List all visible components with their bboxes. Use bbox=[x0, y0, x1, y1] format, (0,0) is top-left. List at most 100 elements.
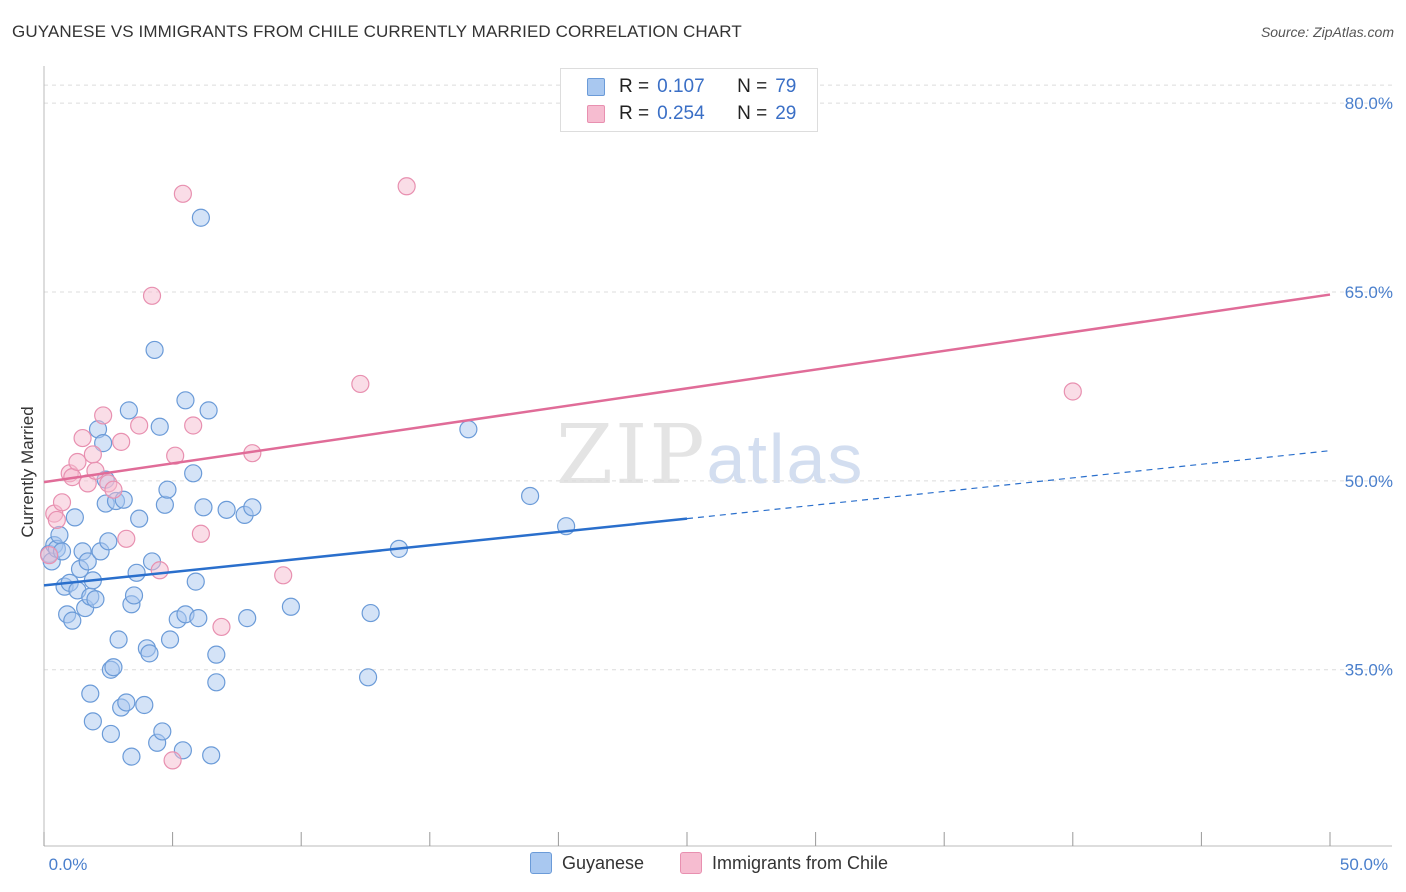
chile-point bbox=[130, 416, 149, 435]
chile-point bbox=[117, 529, 136, 548]
source-label: Source: ZipAtlas.com bbox=[1260, 24, 1394, 40]
chile-point bbox=[191, 524, 210, 543]
legend-swatch-pink bbox=[680, 852, 702, 874]
guyanese-point bbox=[281, 597, 301, 616]
chile-point bbox=[40, 546, 59, 565]
chile-point bbox=[212, 617, 231, 637]
guyanese-trend-line bbox=[43, 517, 688, 587]
guyanese-point bbox=[194, 498, 213, 517]
legend-r-value: 0.254 bbox=[657, 103, 705, 124]
guyanese-point bbox=[176, 391, 195, 410]
legend-n-value: 79 bbox=[775, 76, 797, 97]
legend-n-label: N = bbox=[737, 103, 768, 124]
guyanese-point bbox=[122, 747, 141, 766]
guyanese-point bbox=[145, 340, 164, 360]
legend-n-label: N = bbox=[737, 76, 768, 97]
y-axis-title: Currently Married bbox=[18, 406, 37, 537]
chile-point bbox=[397, 177, 416, 196]
chile-point bbox=[112, 432, 131, 451]
legend-row-chile: R = 0.254 N = 29 bbox=[587, 102, 796, 126]
guyanese-point bbox=[86, 590, 105, 609]
chile-point bbox=[73, 428, 92, 448]
guyanese-point bbox=[361, 603, 380, 623]
guyanese-point bbox=[153, 722, 172, 741]
guyanese-point bbox=[124, 586, 144, 605]
guyanese-point bbox=[127, 563, 146, 582]
x-tick-label: 0.0% bbox=[49, 855, 88, 874]
guyanese-point bbox=[130, 509, 149, 528]
guyanese-point bbox=[50, 525, 69, 545]
guyanese-point bbox=[202, 746, 221, 765]
watermark-logo: ZIPatlas bbox=[556, 408, 865, 503]
correlation-legend: R = 0.107 N = 79 R = 0.254 N = 29 bbox=[560, 68, 818, 132]
guyanese-point bbox=[186, 572, 205, 591]
trend-lines bbox=[43, 293, 1331, 587]
legend-swatch-blue bbox=[587, 78, 605, 96]
axes bbox=[43, 66, 1392, 847]
guyanese-point bbox=[78, 552, 97, 571]
guyanese-point bbox=[119, 401, 138, 420]
guyanese-point bbox=[189, 609, 208, 628]
guyanese-point bbox=[238, 609, 257, 628]
series-points bbox=[40, 177, 1082, 770]
guyanese-point bbox=[63, 611, 82, 630]
legend-r-label: R = bbox=[619, 76, 650, 97]
chile-point bbox=[163, 751, 182, 770]
guyanese-trend-extension bbox=[686, 450, 1331, 520]
guyanese-point bbox=[109, 630, 128, 649]
series-legend: Guyanese Immigrants from Chile bbox=[0, 852, 1406, 878]
chile-point bbox=[68, 452, 87, 472]
axis-labels: 35.0% 50.0% 65.0% 80.0% 0.0% 50.0% Currently M… bbox=[18, 94, 1393, 874]
chart-title: GUYANESE VS IMMIGRANTS FROM CHILE CURREN… bbox=[12, 22, 742, 41]
legend-label: Guyanese bbox=[562, 852, 645, 873]
guyanese-point bbox=[160, 630, 180, 649]
y-tick-label: 35.0% bbox=[1345, 661, 1393, 680]
chile-trend-line bbox=[43, 293, 1331, 484]
chile-point bbox=[52, 493, 72, 512]
guyanese-point bbox=[99, 532, 118, 551]
chile-point bbox=[142, 286, 162, 305]
guyanese-point bbox=[150, 417, 169, 436]
guyanese-point bbox=[117, 693, 136, 712]
guyanese-point bbox=[135, 695, 154, 715]
guyanese-point bbox=[207, 673, 226, 692]
legend-item-chile: Immigrants from Chile bbox=[680, 852, 888, 874]
chile-point bbox=[83, 445, 102, 464]
guyanese-point bbox=[104, 658, 123, 677]
legend-r-value: 0.107 bbox=[657, 76, 705, 97]
guyanese-point bbox=[81, 684, 100, 703]
legend-item-guyanese: Guyanese bbox=[530, 852, 644, 874]
legend-n-value: 29 bbox=[775, 103, 797, 124]
x-tick-label: 50.0% bbox=[1340, 855, 1388, 874]
guyanese-point bbox=[184, 464, 203, 483]
legend-swatch-pink bbox=[587, 105, 605, 123]
guyanese-point bbox=[191, 208, 210, 227]
y-tick-label: 80.0% bbox=[1345, 94, 1393, 113]
guyanese-point bbox=[140, 644, 159, 663]
chile-point bbox=[104, 480, 123, 499]
guyanese-point bbox=[158, 480, 177, 499]
guyanese-point bbox=[155, 495, 174, 514]
guyanese-point bbox=[358, 668, 378, 687]
guyanese-point bbox=[521, 486, 540, 506]
y-tick-label: 50.0% bbox=[1345, 472, 1393, 491]
chile-point bbox=[184, 416, 203, 435]
chile-point bbox=[274, 566, 293, 585]
chile-point bbox=[173, 184, 192, 203]
chile-point bbox=[351, 374, 370, 394]
guyanese-point bbox=[459, 420, 478, 439]
y-tick-label: 65.0% bbox=[1345, 283, 1393, 302]
chile-point bbox=[47, 510, 66, 530]
guyanese-point bbox=[65, 508, 84, 527]
legend-r-label: R = bbox=[619, 103, 650, 124]
guyanese-point bbox=[217, 500, 236, 519]
guyanese-point bbox=[94, 434, 113, 453]
guyanese-point bbox=[199, 401, 218, 420]
guyanese-point bbox=[207, 645, 226, 664]
guyanese-point bbox=[101, 724, 120, 744]
legend-swatch-blue bbox=[530, 852, 552, 874]
legend-row-guyanese: R = 0.107 N = 79 bbox=[587, 75, 796, 99]
guyanese-point bbox=[243, 498, 262, 517]
chile-point bbox=[1063, 382, 1082, 401]
